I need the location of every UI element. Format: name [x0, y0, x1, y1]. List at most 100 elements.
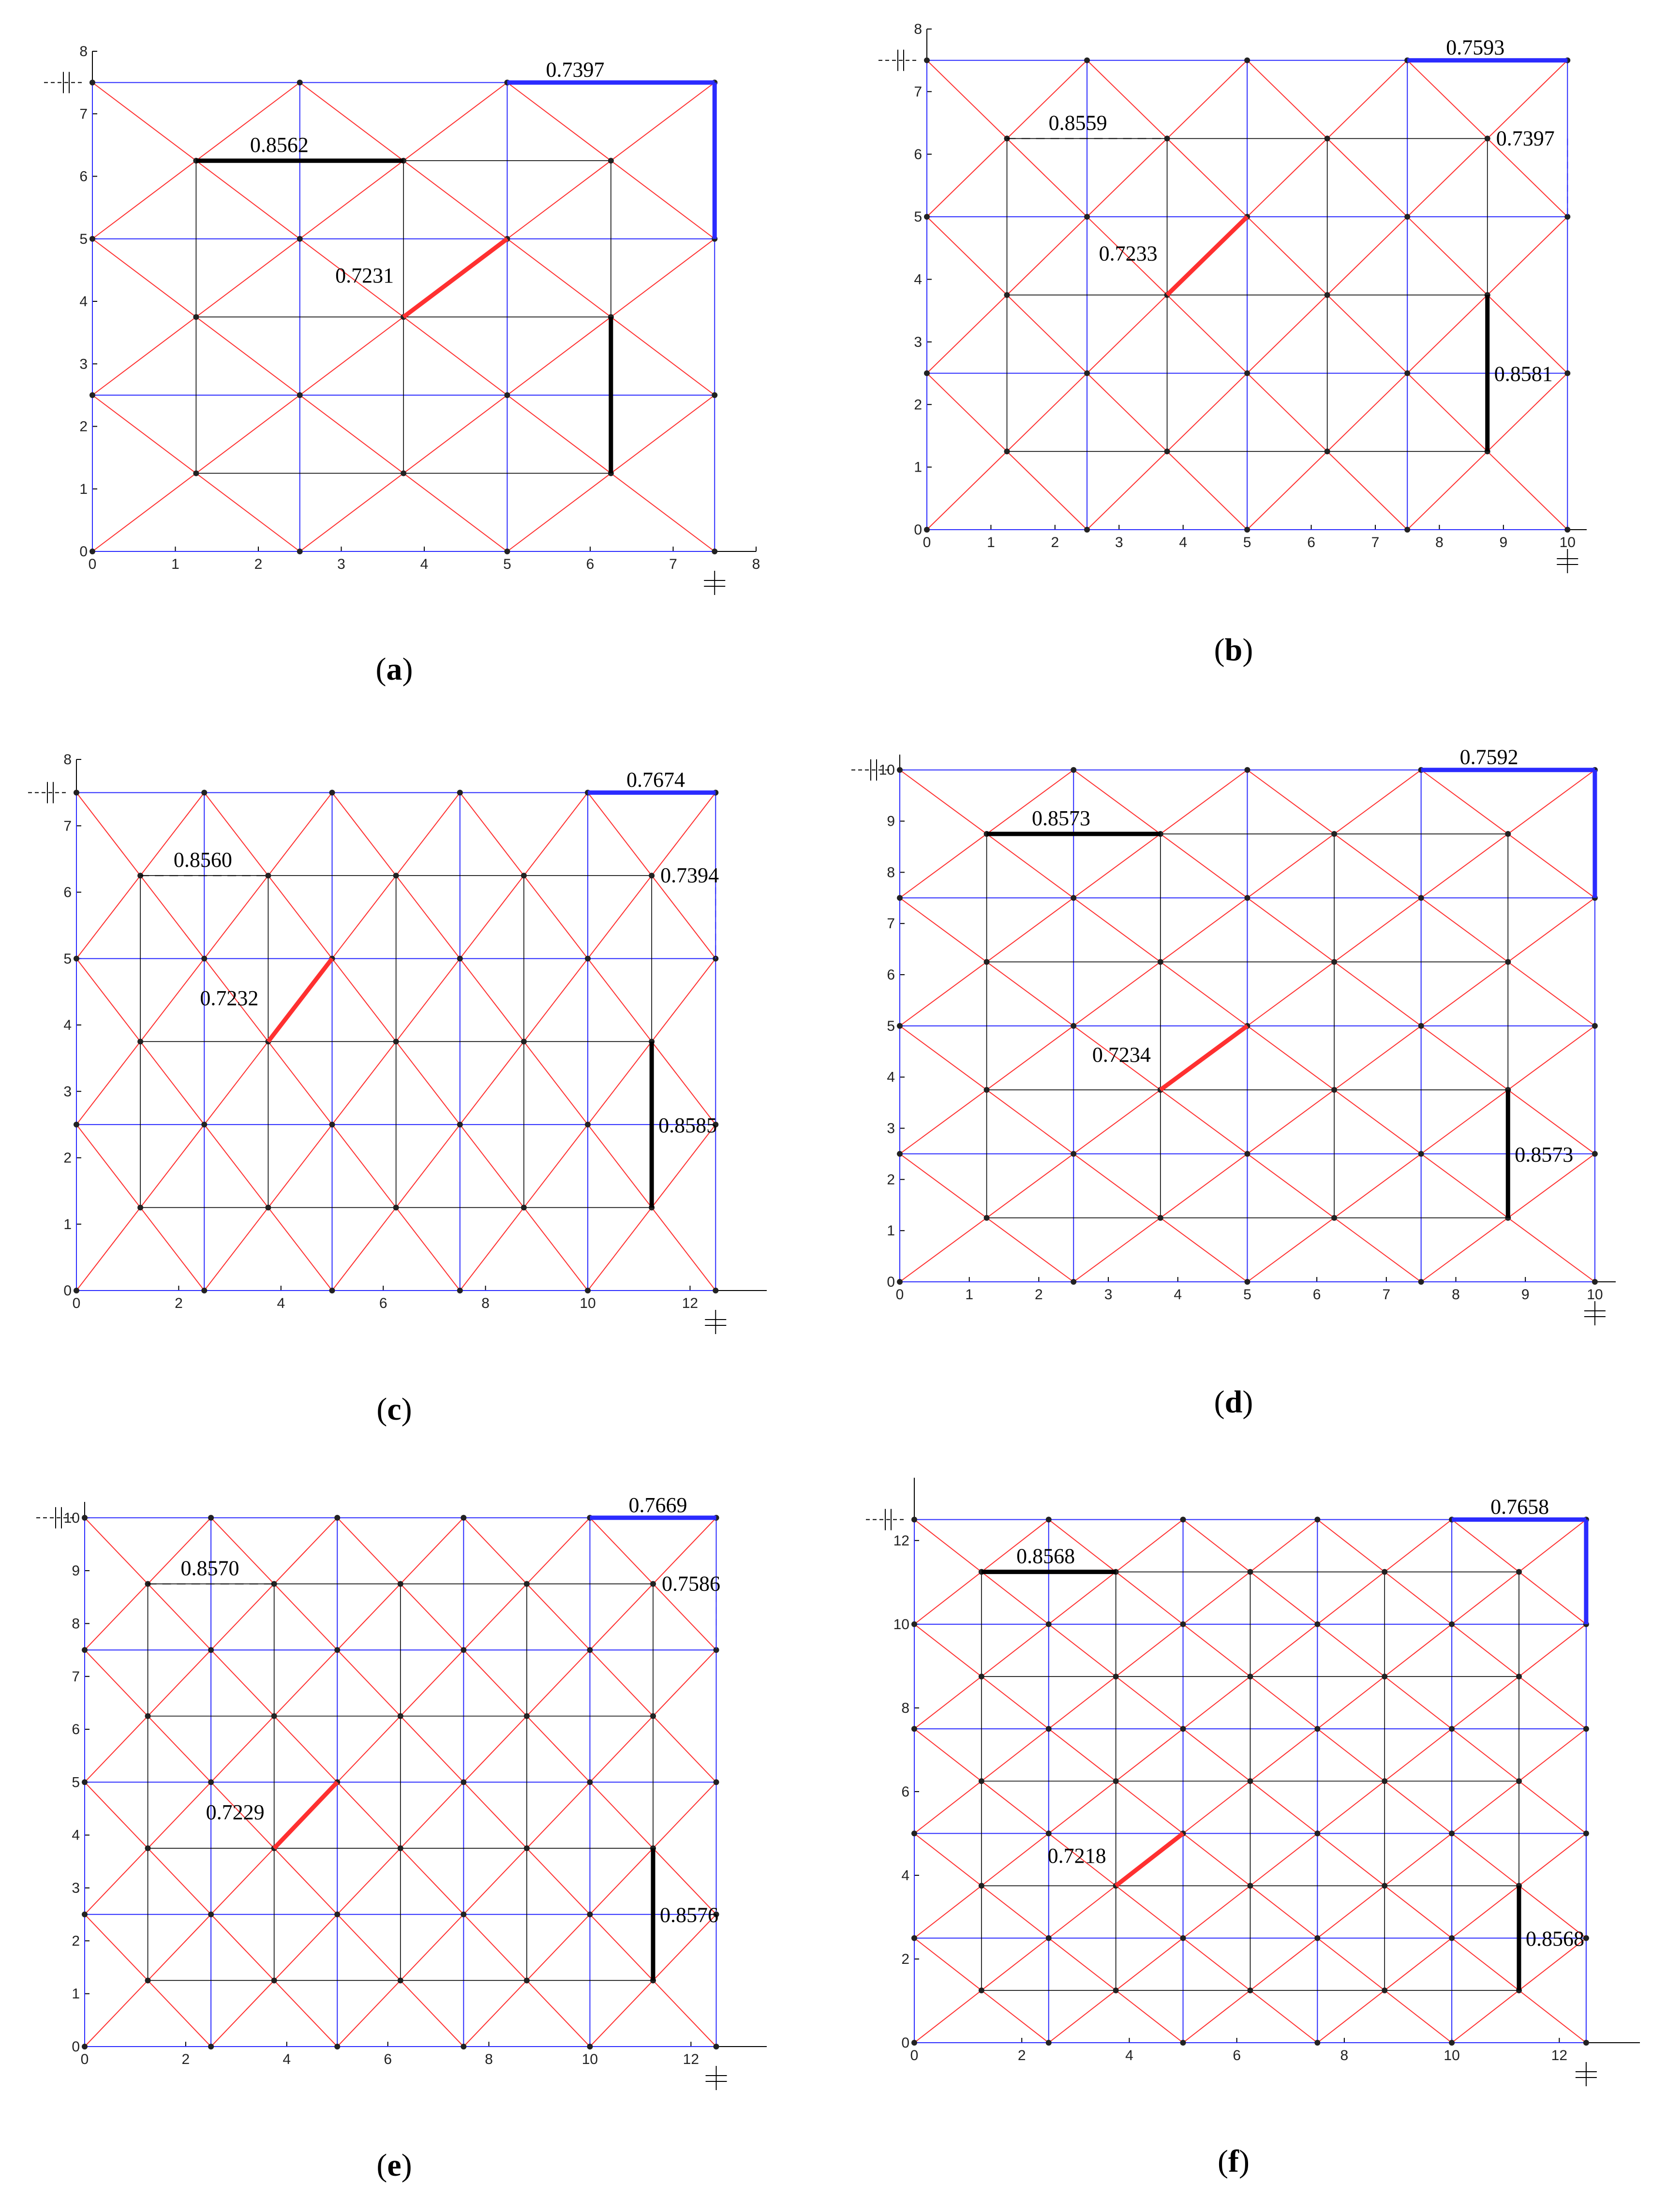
- black-right-value: 0.8581: [1494, 362, 1553, 386]
- dashed-right-value: 0.7586: [662, 1572, 720, 1595]
- x-tick-label: 10: [582, 2051, 598, 2067]
- y-tick-label: 1: [887, 1223, 895, 1239]
- top-node: [89, 236, 95, 242]
- top-node: [1449, 1935, 1455, 1941]
- y-tick-label: 5: [79, 231, 88, 247]
- top-node: [897, 767, 903, 773]
- top-node: [89, 549, 95, 554]
- top-node: [82, 1911, 88, 1917]
- bottom-node: [397, 1977, 403, 1984]
- bottom-node: [193, 470, 199, 476]
- top-node: [713, 1121, 719, 1128]
- x-tick-label: 0: [73, 1295, 81, 1311]
- max-blue-member: [507, 80, 717, 239]
- blue-member-value: 0.7674: [626, 768, 685, 792]
- top-node: [924, 527, 930, 533]
- y-tick-label: 0: [887, 1274, 895, 1290]
- bottom-node: [393, 1204, 399, 1211]
- top-node: [1564, 214, 1571, 220]
- top-node: [1244, 57, 1250, 63]
- top-node: [461, 1779, 467, 1785]
- bottom-node: [523, 1845, 530, 1852]
- x-tick-label: 4: [1179, 534, 1187, 550]
- top-node: [1180, 2040, 1186, 2046]
- bottom-node: [650, 1581, 656, 1587]
- blue-member-value: 0.7593: [1446, 36, 1504, 59]
- top-node: [897, 1023, 903, 1029]
- y-tick-label: 2: [72, 1933, 80, 1949]
- top-node: [457, 1121, 463, 1128]
- bottom-node: [1382, 1778, 1388, 1784]
- x-tick-label: 10: [1587, 1287, 1603, 1303]
- max-red-member: [272, 1781, 339, 1850]
- y-tick-label: 4: [79, 294, 88, 310]
- x-tick-label: 2: [1051, 534, 1059, 550]
- max-red-member: [1159, 1024, 1249, 1092]
- y-tick-label: 12: [893, 1533, 909, 1549]
- y-tick-label: 5: [887, 1018, 895, 1034]
- x-tick-label: 10: [1560, 534, 1576, 550]
- y-tick-label: 5: [63, 951, 72, 967]
- top-node: [82, 1647, 88, 1653]
- top-node: [713, 2044, 719, 2049]
- bottom-node: [523, 1713, 530, 1719]
- y-tick-label: 5: [914, 209, 922, 225]
- x-tick-label: 4: [283, 2051, 291, 2067]
- x-tick-label: 7: [669, 556, 677, 572]
- red-member-value: 0.7231: [335, 264, 394, 287]
- top-node: [911, 1830, 917, 1837]
- bottom-node: [1113, 1987, 1119, 1993]
- x-tick-label: 2: [1018, 2048, 1026, 2064]
- top-node: [1418, 895, 1424, 901]
- x-tick-label: 0: [81, 2051, 89, 2067]
- bottom-node: [1324, 135, 1330, 142]
- y-tick-label: 3: [79, 356, 88, 372]
- x-tick-label: 12: [682, 1295, 698, 1311]
- black-top-value: 0.8573: [1032, 806, 1090, 830]
- y-tick-label: 8: [914, 21, 922, 37]
- support-symbols: [866, 1509, 1597, 2086]
- support-symbols: [44, 72, 726, 595]
- red-member-value: 0.7229: [206, 1800, 265, 1824]
- top-node: [1084, 214, 1090, 220]
- top-node: [1418, 1023, 1424, 1029]
- top-node: [297, 549, 303, 554]
- bottom-node: [978, 1987, 984, 1993]
- x-tick-label: 9: [1521, 1287, 1530, 1303]
- y-tick-label: 3: [914, 334, 922, 350]
- bottom-node: [649, 873, 655, 879]
- y-tick-label: 1: [79, 481, 88, 497]
- bottom-node: [1247, 1778, 1253, 1784]
- top-node: [457, 955, 463, 962]
- top-node: [1314, 1830, 1321, 1837]
- bottom-node: [145, 1977, 151, 1984]
- bottom-node: [137, 1204, 144, 1211]
- y-tick-label: 1: [72, 1986, 80, 2002]
- y-tick-label: 4: [63, 1017, 72, 1033]
- dashed-right-value: 0.7397: [1496, 126, 1555, 150]
- top-node: [334, 1911, 341, 1917]
- black-right-value: 0.8576: [660, 1903, 718, 1927]
- y-tick-label: 6: [901, 1784, 909, 1800]
- top-node: [1244, 527, 1250, 533]
- y-tick-label: 3: [63, 1084, 72, 1099]
- y-tick-label: 4: [901, 1868, 909, 1884]
- top-node: [713, 1779, 719, 1785]
- top-node: [1449, 1830, 1455, 1837]
- x-tick-label: 10: [580, 1295, 595, 1311]
- x-tick-label: 6: [1307, 534, 1315, 550]
- bottom-node: [1516, 1569, 1522, 1575]
- top-node: [1592, 1151, 1598, 1157]
- y-tick-label: 6: [79, 169, 88, 185]
- top-node: [1314, 1726, 1321, 1732]
- top-node: [1180, 1621, 1186, 1627]
- top-node: [74, 1288, 79, 1293]
- y-tick-label: 9: [72, 1563, 80, 1579]
- y-tick-label: 6: [914, 147, 922, 163]
- x-tick-label: 8: [481, 1295, 490, 1311]
- x-tick-label: 0: [923, 534, 931, 550]
- x-tick-label: 4: [277, 1295, 285, 1311]
- top-node: [461, 1911, 467, 1917]
- blue-member-value: 0.7658: [1490, 1495, 1549, 1519]
- x-tick-label: 6: [1313, 1287, 1321, 1303]
